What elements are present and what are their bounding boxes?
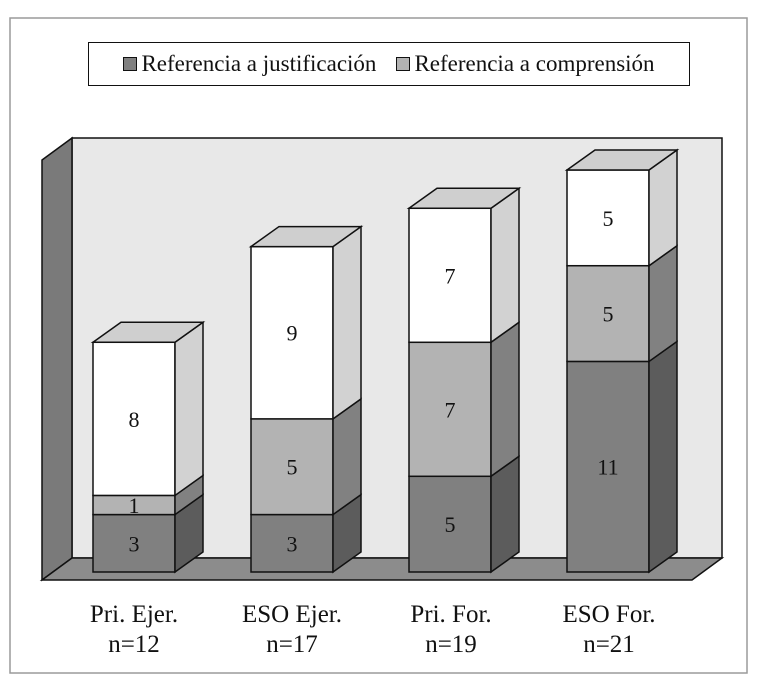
data-label-pri-for-1: 7 [445,397,456,422]
category-label-pri-ejer: Pri. Ejer. n=12 [49,600,219,660]
legend: Referencia a justificación Referencia a … [88,42,690,86]
category-label-eso-ejer: ESO Ejer. n=17 [207,600,377,660]
category-name: ESO Ejer. [207,600,377,630]
side-wall [42,138,72,580]
category-n: n=19 [366,630,536,660]
legend-item-justificacion: Referencia a justificación [123,51,376,77]
data-label-pri-ejer-0: 3 [129,531,140,556]
category-label-pri-for: Pri. For. n=19 [366,600,536,660]
data-label-eso-for-1: 5 [603,302,614,327]
category-name: Pri. Ejer. [49,600,219,630]
legend-swatch-justificacion [123,57,137,71]
data-label-pri-ejer-1: 1 [129,493,140,518]
category-n: n=21 [524,630,694,660]
legend-swatch-comprension [396,57,410,71]
bar-pri-for-side-2 [491,188,519,342]
data-label-pri-ejer-2: 8 [129,407,140,432]
bar-pri-for-side-1 [491,322,519,476]
legend-item-comprension: Referencia a comprensión [396,51,654,77]
category-name: ESO For. [524,600,694,630]
data-label-eso-for-0: 11 [597,455,618,480]
data-label-pri-for-2: 7 [445,263,456,288]
category-n: n=17 [207,630,377,660]
bar-eso-for-side-0 [649,341,677,572]
data-label-eso-ejer-1: 5 [287,455,298,480]
data-label-pri-for-0: 5 [445,512,456,537]
data-label-eso-for-2: 5 [603,206,614,231]
data-label-eso-ejer-0: 3 [287,531,298,556]
category-name: Pri. For. [366,600,536,630]
data-label-eso-ejer-2: 9 [287,321,298,346]
category-n: n=12 [49,630,219,660]
bar-eso-ejer-side-2 [333,227,361,419]
category-label-eso-for: ESO For. n=21 [524,600,694,660]
legend-label-justificacion: Referencia a justificación [141,51,376,77]
bar-pri-ejer-side-2 [175,322,203,495]
legend-label-comprension: Referencia a comprensión [414,51,654,77]
